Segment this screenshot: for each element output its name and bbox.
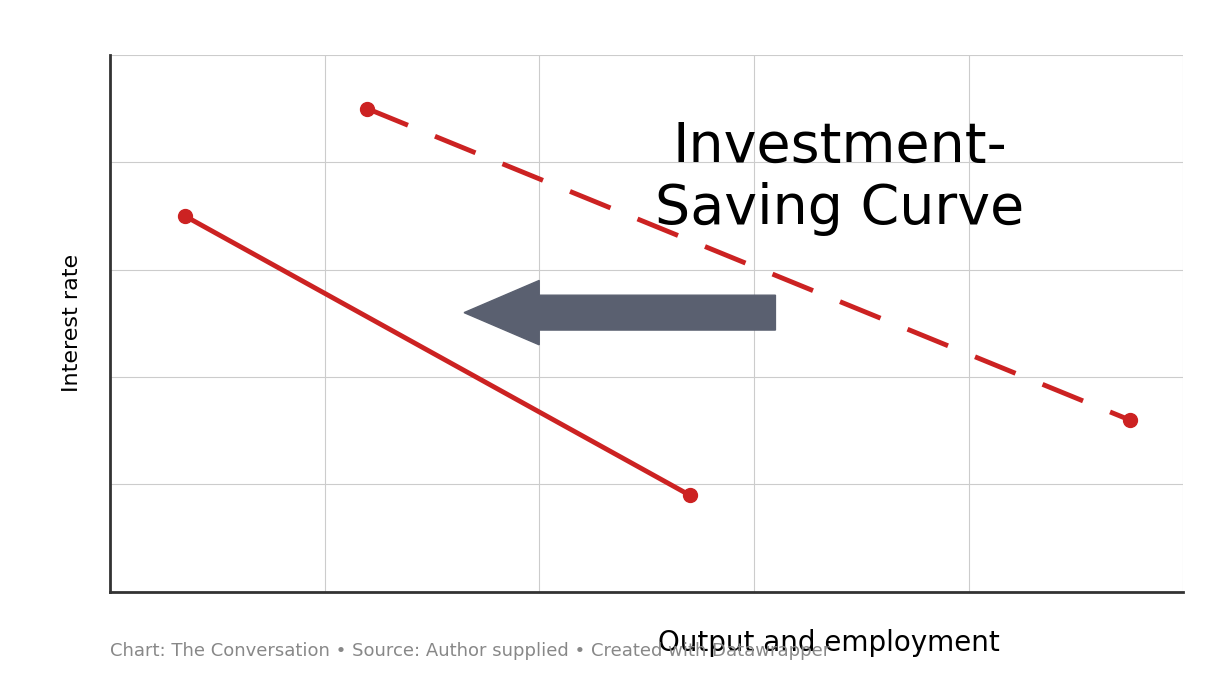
Text: Chart: The Conversation • Source: Author supplied • Created with Datawrapper: Chart: The Conversation • Source: Author… <box>110 643 830 660</box>
Text: Output and employment: Output and employment <box>659 630 1000 657</box>
FancyArrow shape <box>464 281 776 345</box>
Text: Interest rate: Interest rate <box>62 255 82 392</box>
Text: Investment-
Saving Curve: Investment- Saving Curve <box>655 120 1025 236</box>
